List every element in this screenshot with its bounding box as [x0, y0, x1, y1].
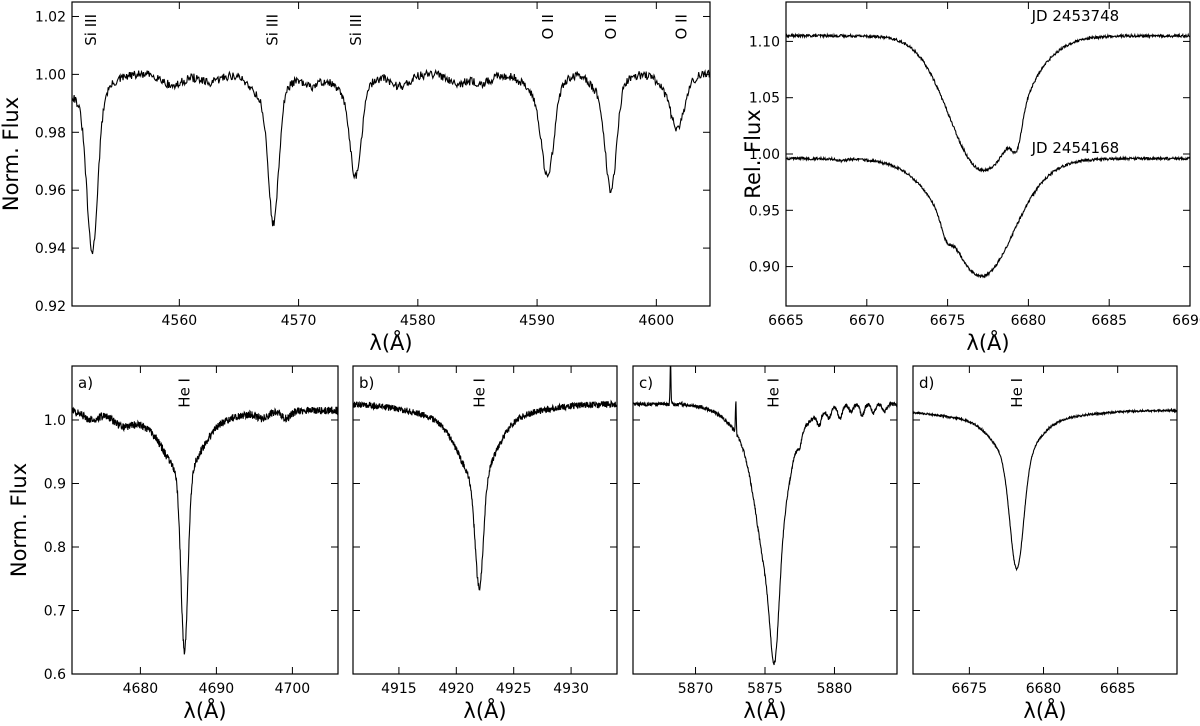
axes-frame: [785, 1, 1191, 307]
x-tick-label: 6675: [930, 313, 966, 329]
x-tick-label: 4920: [438, 681, 474, 697]
x-tick-label: 4915: [381, 681, 417, 697]
y-tick-label: 0.7: [44, 603, 66, 619]
series-line-2: [786, 155, 1190, 279]
plot-area-b: [353, 399, 617, 592]
x-tick-label: 5880: [817, 681, 853, 697]
line-id-label: He I: [175, 378, 193, 408]
x-tick-label: 4570: [281, 313, 317, 329]
x-tick-label: 5875: [747, 681, 783, 697]
x-tick-label: 4925: [496, 681, 532, 697]
spectrum-line: [633, 366, 897, 666]
x-tick-label: 4600: [639, 313, 675, 329]
panel-b: 4915 4920 4925 4930 λ(Å) He I b): [352, 365, 618, 723]
y-tick-label: 1.00: [35, 67, 66, 83]
spectrum-line: [913, 407, 1177, 572]
x-tick-label: 4560: [162, 313, 198, 329]
panel-a: 4680 4690 4700 0.6 0.7 0.8 0.9 1.0 λ(Å) Norm. Flu…: [7, 365, 339, 723]
spectrum-line: [72, 406, 338, 655]
y-axis-title: Rel. Flux: [741, 109, 765, 198]
x-tick-label: 4580: [400, 313, 436, 329]
x-axis-title: λ(Å): [743, 697, 786, 723]
y-tick-label: 0.90: [749, 260, 780, 276]
x-axis-title: λ(Å): [463, 697, 506, 723]
panel-c: 5870 5875 5880 λ(Å) He I c): [632, 365, 898, 723]
x-tick-label: 6680: [1026, 681, 1062, 697]
y-tick-label: 1.05: [749, 91, 780, 107]
y-tick-label: 0.9: [44, 476, 66, 492]
plot-area-a: [72, 406, 338, 655]
axes-frame: [71, 365, 339, 675]
series-line-1: [786, 32, 1190, 173]
spectrum-line: [72, 68, 710, 255]
x-tick-label: 4930: [553, 681, 589, 697]
series-label: JD 2453748: [1031, 7, 1120, 25]
y-axis-title: Norm. Flux: [7, 463, 31, 577]
plot-area-d: [913, 407, 1177, 572]
line-id-label: O II: [602, 14, 620, 39]
y-tick-label: 1.0: [44, 413, 66, 429]
line-id-label: He I: [470, 378, 488, 408]
x-axis-title: λ(Å): [183, 697, 226, 723]
y-tick-label: 0.6: [44, 667, 66, 683]
line-id-label: Si III: [82, 14, 100, 46]
x-tick-label: 4590: [519, 313, 555, 329]
x-axis-title: λ(Å): [369, 329, 412, 355]
y-tick-label: 1.02: [35, 9, 66, 25]
panel-tag: a): [78, 374, 93, 392]
x-tick-label: 6670: [849, 313, 885, 329]
line-id-label: Si III: [263, 14, 281, 46]
x-tick-label: 6675: [952, 681, 988, 697]
line-id-label: He I: [1008, 378, 1026, 408]
axes-frame: [912, 365, 1178, 675]
plot-area-top-left: [72, 68, 710, 255]
x-axis-title: λ(Å): [1023, 697, 1066, 723]
y-tick-label: 0.96: [35, 183, 66, 199]
line-id-label: He I: [764, 378, 782, 408]
y-tick-label: 1.10: [749, 34, 780, 50]
line-id-label: O II: [539, 14, 557, 39]
y-axis-title: Norm. Flux: [0, 97, 23, 211]
plot-area-c: [633, 366, 897, 666]
line-id-label: Si III: [347, 14, 365, 46]
panel-top-left: 4560 4570 4580 4590 4600 0.92 0.94 0.96 0.98 1.00…: [0, 1, 711, 355]
axes-frame: [632, 365, 898, 675]
axes-frame: [71, 1, 711, 307]
spectrum-line: [353, 399, 617, 592]
y-tick-label: 0.92: [35, 299, 66, 315]
series-label: JD 2454168: [1031, 139, 1120, 157]
x-axis-title: λ(Å): [966, 329, 1009, 355]
x-tick-label: 6685: [1100, 681, 1136, 697]
panel-tag: d): [919, 374, 934, 392]
x-tick-label: 6685: [1091, 313, 1127, 329]
x-tick-label: 6665: [768, 313, 804, 329]
x-tick-label: 6680: [1011, 313, 1047, 329]
axes-frame: [352, 365, 618, 675]
panel-d: 6675 6680 6685 λ(Å) He I d): [912, 365, 1178, 723]
y-tick-label: 0.8: [44, 540, 66, 556]
x-tick-label: 4690: [199, 681, 235, 697]
line-id-label: O II: [672, 14, 690, 39]
panel-tag: c): [639, 374, 653, 392]
panel-tag: b): [359, 374, 374, 392]
y-tick-label: 0.98: [35, 125, 66, 141]
y-tick-label: 0.94: [35, 241, 66, 257]
y-tick-label: 1.00: [749, 147, 780, 163]
x-tick-label: 4680: [123, 681, 159, 697]
plot-area-top-right: [786, 32, 1190, 279]
y-tick-label: 0.95: [749, 203, 780, 219]
x-tick-label: 4700: [275, 681, 311, 697]
x-tick-label: 5870: [678, 681, 714, 697]
